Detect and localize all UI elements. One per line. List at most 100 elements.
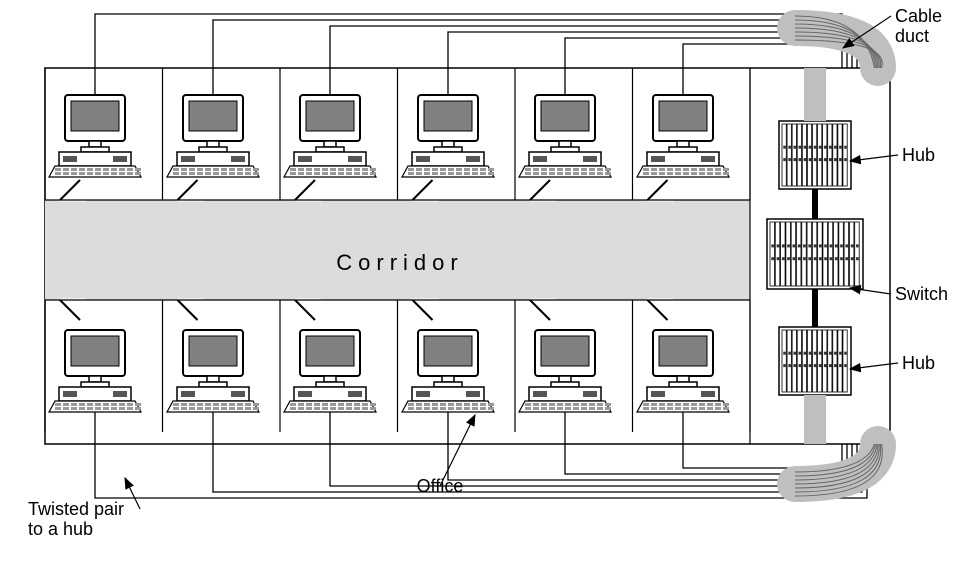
port [804,146,807,149]
key [589,407,595,410]
key [197,403,203,406]
key [245,172,251,175]
key [229,172,235,175]
hub [779,121,851,189]
door [413,300,433,320]
port [793,352,796,355]
port [771,244,774,247]
key [71,407,77,410]
key [723,172,729,175]
key [416,172,422,175]
key [253,172,259,175]
switch-slot [818,222,822,286]
key [221,403,227,406]
key [135,403,141,406]
switch-slot [781,222,785,286]
key [213,172,219,175]
keyboard [49,401,141,412]
key [683,172,689,175]
key [306,403,312,406]
port [840,257,843,260]
key [408,403,414,406]
key [541,172,547,175]
monitor-stand [89,141,101,147]
key [330,168,336,171]
port [814,352,817,355]
port [844,364,847,367]
key [95,168,101,171]
drive-slot [231,156,245,162]
key [189,403,195,406]
key [55,172,61,175]
key [699,172,705,175]
port [793,364,796,367]
key [589,403,595,406]
key [456,403,462,406]
key [651,172,657,175]
monitor-screen [424,101,472,131]
key [213,403,219,406]
key [597,168,603,171]
key [237,172,243,175]
port [824,146,827,149]
key [667,403,673,406]
key [675,172,681,175]
switch-slot [807,222,811,286]
drive-slot [701,391,715,397]
key [549,403,555,406]
label-hub_top: Hub [850,145,935,165]
key [63,172,69,175]
hub-slot [792,330,796,392]
key [581,403,587,406]
drive-slot [466,391,480,397]
hub-slot [838,124,842,186]
port [824,158,827,161]
key [643,403,649,406]
computer [49,95,141,177]
port [829,364,832,367]
port [809,158,812,161]
port [783,352,786,355]
key [533,407,539,410]
label-switch: Switch [850,284,948,304]
key [253,407,259,410]
key [488,407,494,410]
monitor-stand [442,141,454,147]
key [667,407,673,410]
key [699,168,705,171]
key [135,172,141,175]
key [541,407,547,410]
key [189,172,195,175]
key [103,172,109,175]
key [63,168,69,171]
port [830,257,833,260]
key [103,407,109,410]
key [55,403,61,406]
key [565,172,571,175]
door [178,300,198,320]
port [845,257,848,260]
key [346,172,352,175]
key [181,407,187,410]
port [788,352,791,355]
key [448,172,454,175]
key [464,407,470,410]
computer [519,95,611,177]
port [814,158,817,161]
port [777,244,780,247]
port [856,257,859,260]
key [448,407,454,410]
computer [637,330,729,412]
label-arrow [850,155,898,161]
key [338,172,344,175]
key [322,168,328,171]
key [581,168,587,171]
key [440,168,446,171]
key [103,403,109,406]
key [565,407,571,410]
hub-slot [812,124,816,186]
keyboard [637,401,729,412]
drive-slot [348,156,362,162]
key [346,403,352,406]
key [448,168,454,171]
